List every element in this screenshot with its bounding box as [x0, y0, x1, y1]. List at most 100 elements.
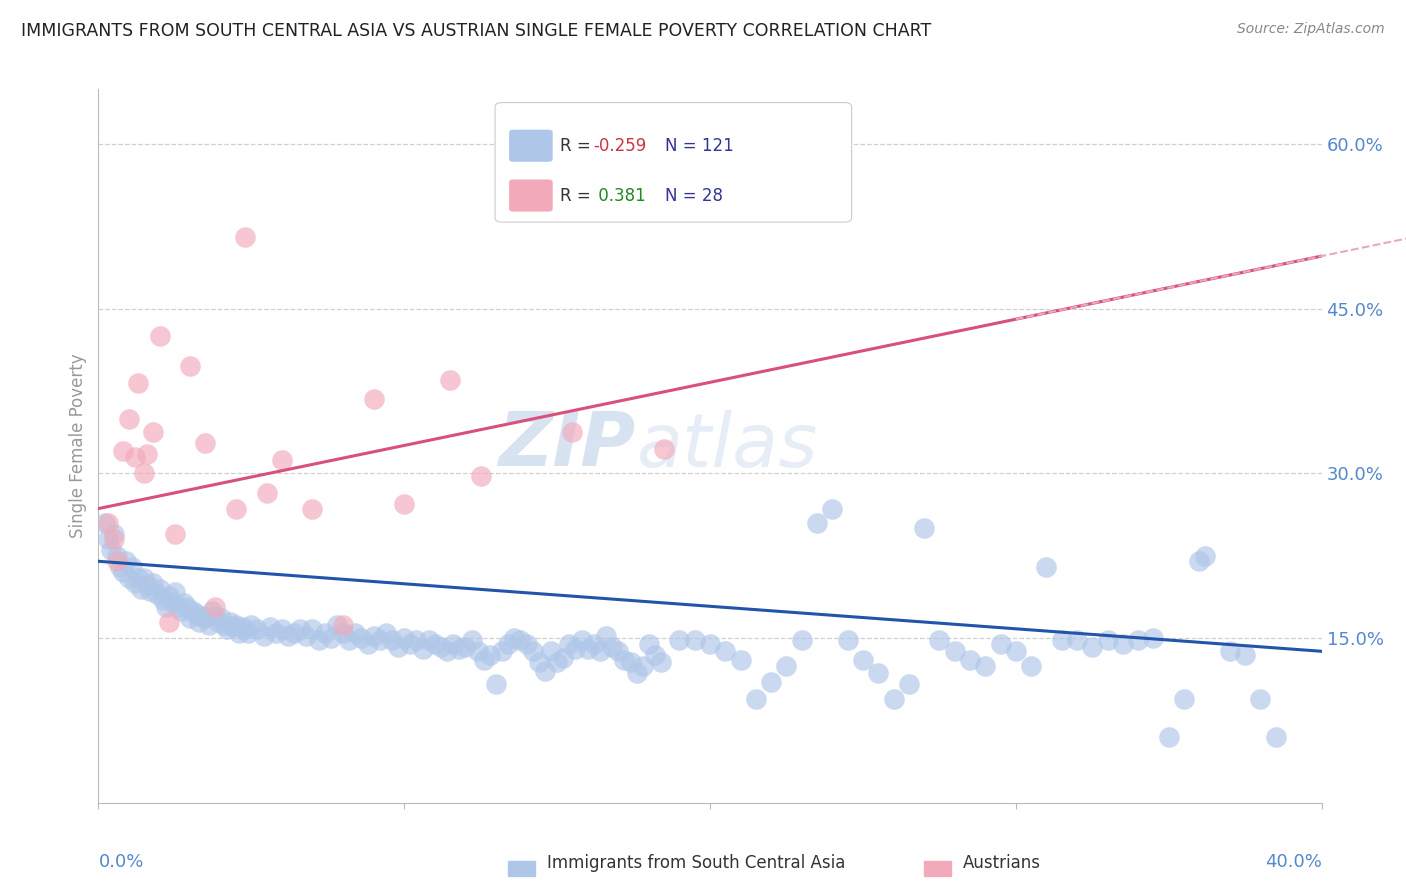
Point [209, 611, 232, 625]
Point [319, 631, 342, 645]
Point [142, 425, 165, 439]
Point [626, 666, 648, 681]
Point [228, 625, 250, 640]
Bar [508, 861, 536, 876]
Point [314, 625, 336, 640]
Point [821, 501, 844, 516]
Text: atlas: atlas [637, 410, 818, 482]
Point [186, 607, 208, 621]
Point [883, 691, 905, 706]
Point [613, 653, 636, 667]
Point [745, 691, 768, 706]
Text: IMMIGRANTS FROM SOUTH CENTRAL ASIA VS AUSTRIAN SINGLE FEMALE POVERTY CORRELATION: IMMIGRANTS FROM SOUTH CENTRAL ASIA VS AU… [21, 22, 931, 40]
Point [928, 633, 950, 648]
Point [564, 642, 586, 657]
Point [290, 623, 312, 637]
Point [1142, 631, 1164, 645]
Text: N = 121: N = 121 [665, 136, 734, 154]
Point [207, 615, 229, 629]
Bar [924, 861, 950, 876]
Point [163, 526, 186, 541]
Point [1035, 559, 1057, 574]
Text: ZIP: ZIP [499, 409, 637, 483]
Point [129, 582, 152, 596]
Point [167, 600, 190, 615]
Text: 40.0%: 40.0% [1265, 853, 1322, 871]
Point [806, 516, 828, 530]
Point [179, 611, 201, 625]
Point [111, 566, 134, 580]
Point [225, 618, 247, 632]
Point [1157, 730, 1180, 744]
Point [430, 640, 453, 654]
Text: 0.0%: 0.0% [98, 853, 143, 871]
Text: R =: R = [560, 136, 596, 154]
Point [188, 615, 211, 629]
Point [225, 501, 247, 516]
Point [418, 633, 440, 648]
Point [176, 600, 198, 615]
Point [668, 633, 690, 648]
Point [332, 625, 354, 640]
Point [637, 637, 661, 651]
Point [191, 609, 214, 624]
Point [197, 618, 219, 632]
Point [990, 637, 1012, 651]
Point [179, 359, 201, 373]
Point [912, 521, 935, 535]
Point [699, 637, 721, 651]
Point [503, 631, 526, 645]
Point [233, 623, 256, 637]
Point [103, 526, 125, 541]
Point [145, 587, 167, 601]
Point [97, 533, 120, 547]
Point [589, 644, 612, 658]
Point [1188, 554, 1211, 568]
Point [405, 633, 427, 648]
Point [270, 453, 292, 467]
Point [790, 633, 813, 648]
Point [1194, 549, 1216, 563]
Point [460, 633, 482, 648]
Point [759, 675, 782, 690]
Point [283, 625, 305, 640]
Point [160, 595, 183, 609]
Point [439, 373, 461, 387]
Point [200, 604, 222, 618]
Point [173, 596, 195, 610]
Point [478, 648, 501, 662]
Point [582, 637, 605, 651]
Text: Austrians: Austrians [963, 854, 1042, 871]
Point [264, 625, 287, 640]
Point [652, 442, 675, 457]
Point [256, 486, 278, 500]
Point [105, 554, 128, 568]
Point [157, 590, 180, 604]
Point [423, 637, 446, 651]
Point [1234, 648, 1257, 662]
Point [246, 623, 269, 637]
Point [363, 392, 385, 406]
Point [301, 501, 323, 516]
Point [215, 623, 238, 637]
Point [219, 615, 242, 629]
Point [1050, 633, 1073, 648]
Point [170, 604, 193, 618]
Point [1112, 637, 1135, 651]
Point [485, 677, 508, 691]
Point [194, 611, 217, 625]
Text: N = 28: N = 28 [665, 186, 723, 204]
Point [730, 653, 752, 667]
Point [449, 642, 471, 657]
Point [277, 629, 299, 643]
Point [534, 664, 557, 678]
Point [436, 644, 458, 658]
Point [837, 633, 859, 648]
Point [392, 497, 416, 511]
Point [571, 633, 593, 648]
Point [595, 629, 617, 643]
Point [496, 637, 519, 651]
Point [136, 578, 159, 592]
Point [412, 642, 434, 657]
Point [118, 411, 141, 425]
